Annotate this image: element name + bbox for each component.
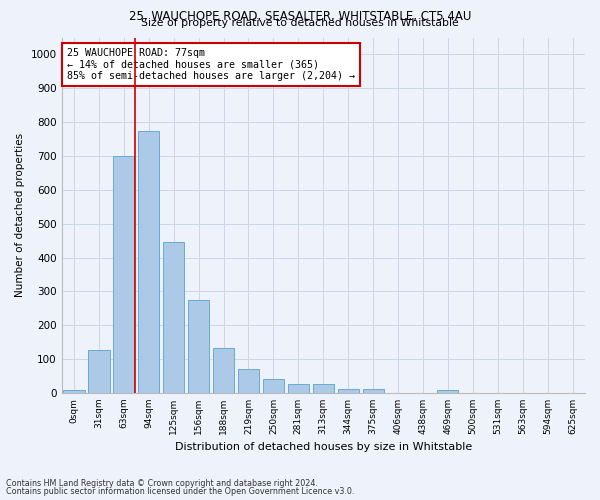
Bar [138, 130, 160, 393]
Text: 25, WAUCHOPE ROAD, SEASALTER, WHITSTABLE, CT5 4AU: 25, WAUCHOPE ROAD, SEASALTER, WHITSTABLE… [129, 10, 471, 23]
Bar [188, 300, 209, 393]
Text: Contains public sector information licensed under the Open Government Licence v3: Contains public sector information licen… [6, 487, 355, 496]
Bar [263, 380, 284, 393]
X-axis label: Distribution of detached houses by size in Whitstable: Distribution of detached houses by size … [175, 442, 472, 452]
Bar [238, 369, 259, 393]
Text: Contains HM Land Registry data © Crown copyright and database right 2024.: Contains HM Land Registry data © Crown c… [6, 478, 318, 488]
Bar [288, 384, 309, 393]
Text: Size of property relative to detached houses in Whitstable: Size of property relative to detached ho… [141, 18, 459, 28]
Bar [88, 350, 110, 393]
Bar [64, 390, 85, 393]
Bar [213, 348, 234, 393]
Bar [437, 390, 458, 393]
Text: 25 WAUCHOPE ROAD: 77sqm
← 14% of detached houses are smaller (365)
85% of semi-d: 25 WAUCHOPE ROAD: 77sqm ← 14% of detache… [67, 48, 355, 82]
Y-axis label: Number of detached properties: Number of detached properties [15, 133, 25, 298]
Bar [163, 242, 184, 393]
Bar [338, 388, 359, 393]
Bar [113, 156, 134, 393]
Bar [313, 384, 334, 393]
Bar [362, 388, 384, 393]
